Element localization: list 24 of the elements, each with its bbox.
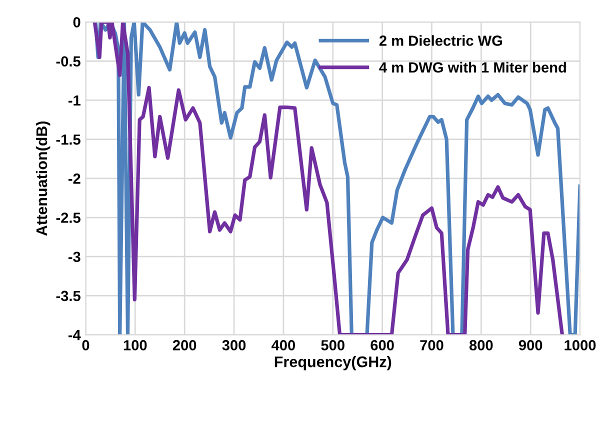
x-tick-label: 1000 [564,340,596,350]
y-axis-title: Attenuation(dB) [36,121,50,236]
y-tick-label: -1.5 [56,134,80,145]
y-tick-label: -2.5 [56,212,80,223]
x-axis-title: Frequency(GHz) [274,356,392,370]
x-tick-label: 200 [172,340,196,350]
x-tick-label: 0 [82,340,90,350]
x-tick-label: 900 [518,340,542,350]
y-tick-label: -3.5 [56,290,80,302]
y-tick-label: -2 [68,174,80,184]
legend-label: 2 m Dielectric WG [379,35,502,46]
x-tick-label: 100 [124,340,147,350]
y-tick-label: -3 [68,252,80,262]
y-tick-label: -4 [68,330,81,340]
legend-label: 4 m DWG with 1 Miter bend [379,62,566,73]
x-tick-label: 500 [321,340,344,350]
y-tick-label: -0.5 [56,56,80,67]
y-tick-label: 0 [73,17,80,28]
x-tick-label: 800 [469,340,493,350]
x-tick-label: 600 [370,340,394,350]
x-tick-label: 300 [222,340,246,350]
y-tick-label: -1 [68,95,80,106]
x-tick-label: 400 [272,340,296,350]
x-tick-label: 700 [420,340,444,350]
